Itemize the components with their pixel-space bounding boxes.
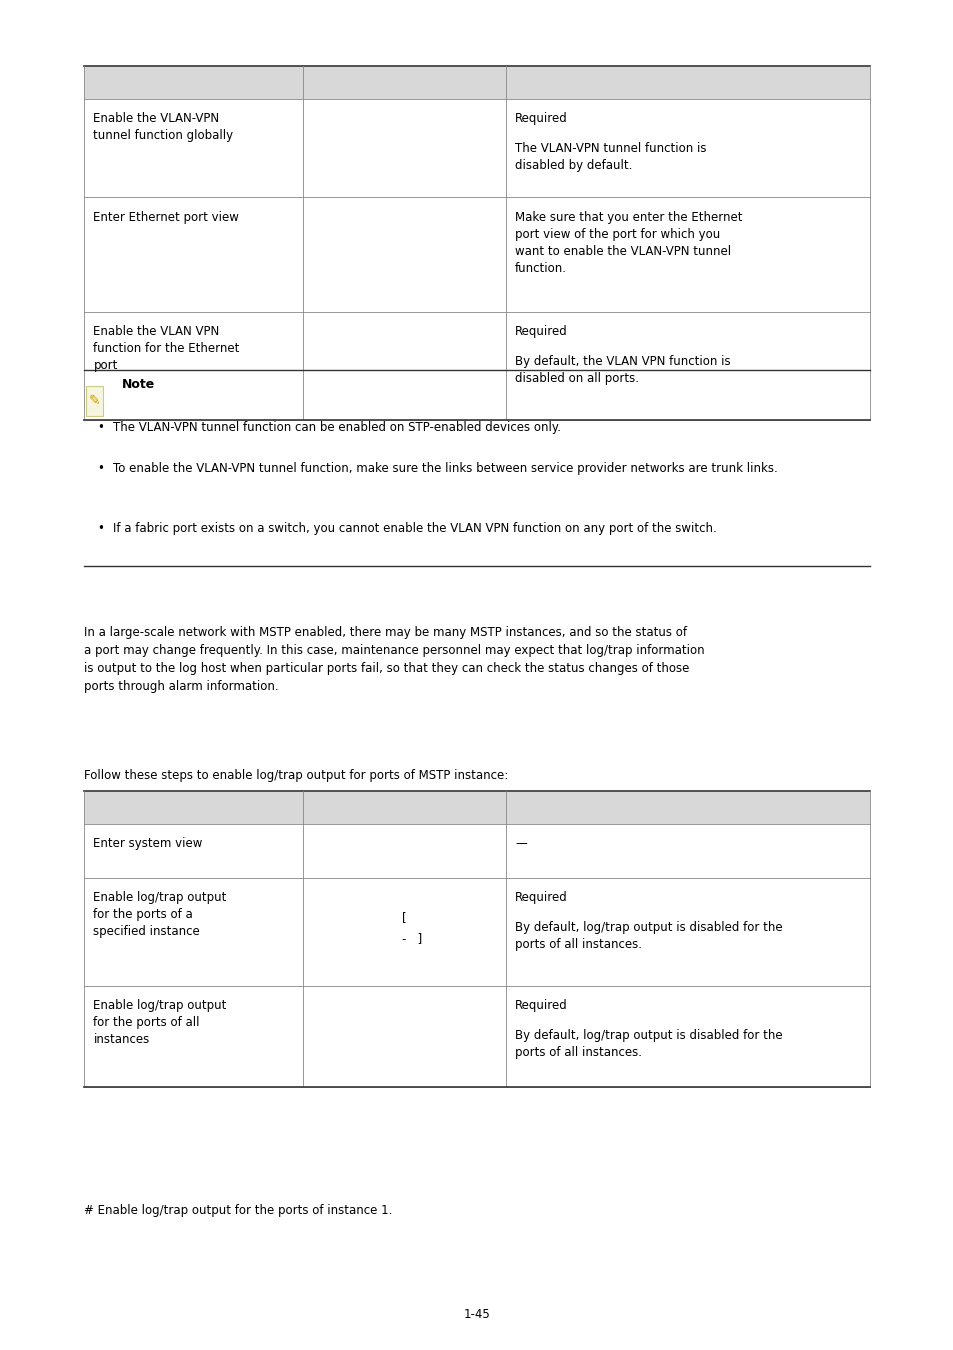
- Bar: [84, 791, 869, 823]
- Text: In a large-scale network with MSTP enabled, there may be many MSTP instances, an: In a large-scale network with MSTP enabl…: [84, 626, 704, 694]
- Text: Required: Required: [515, 112, 567, 126]
- Text: Make sure that you enter the Ethernet
port view of the port for which you
want t: Make sure that you enter the Ethernet po…: [515, 211, 741, 274]
- Text: Enable log/trap output
for the ports of a
specified instance: Enable log/trap output for the ports of …: [93, 891, 227, 938]
- Text: •: •: [97, 522, 105, 536]
- Text: Required: Required: [515, 325, 567, 339]
- FancyBboxPatch shape: [86, 386, 103, 416]
- Text: The VLAN-VPN tunnel function can be enabled on STP-enabled devices only.: The VLAN-VPN tunnel function can be enab…: [112, 421, 560, 435]
- Text: Required: Required: [515, 999, 567, 1012]
- Text: [
    -   ]: [ - ]: [387, 911, 421, 945]
- Text: The VLAN-VPN tunnel function is
disabled by default.: The VLAN-VPN tunnel function is disabled…: [515, 142, 706, 171]
- Text: Follow these steps to enable log/trap output for ports of MSTP instance:: Follow these steps to enable log/trap ou…: [84, 769, 508, 783]
- Text: 1-45: 1-45: [463, 1308, 490, 1322]
- Text: If a fabric port exists on a switch, you cannot enable the VLAN VPN function on : If a fabric port exists on a switch, you…: [112, 522, 716, 536]
- Text: —: —: [515, 837, 526, 850]
- Text: Note: Note: [122, 378, 155, 392]
- Text: •: •: [97, 421, 105, 435]
- Text: Enter system view: Enter system view: [93, 837, 203, 850]
- Text: Enable log/trap output
for the ports of all
instances: Enable log/trap output for the ports of …: [93, 999, 227, 1046]
- Text: •: •: [97, 462, 105, 475]
- Text: To enable the VLAN-VPN tunnel function, make sure the links between service prov: To enable the VLAN-VPN tunnel function, …: [112, 462, 777, 475]
- Text: Enter Ethernet port view: Enter Ethernet port view: [93, 211, 239, 224]
- Bar: [84, 66, 869, 99]
- Text: # Enable log/trap output for the ports of instance 1.: # Enable log/trap output for the ports o…: [84, 1204, 392, 1218]
- Text: Enable the VLAN VPN
function for the Ethernet
port: Enable the VLAN VPN function for the Eth…: [93, 325, 239, 373]
- Text: ✎: ✎: [89, 394, 100, 408]
- Text: By default, log/trap output is disabled for the
ports of all instances.: By default, log/trap output is disabled …: [515, 1029, 782, 1058]
- Text: By default, log/trap output is disabled for the
ports of all instances.: By default, log/trap output is disabled …: [515, 921, 782, 950]
- Text: By default, the VLAN VPN function is
disabled on all ports.: By default, the VLAN VPN function is dis…: [515, 355, 730, 385]
- Text: Required: Required: [515, 891, 567, 904]
- Text: Enable the VLAN-VPN
tunnel function globally: Enable the VLAN-VPN tunnel function glob…: [93, 112, 233, 142]
